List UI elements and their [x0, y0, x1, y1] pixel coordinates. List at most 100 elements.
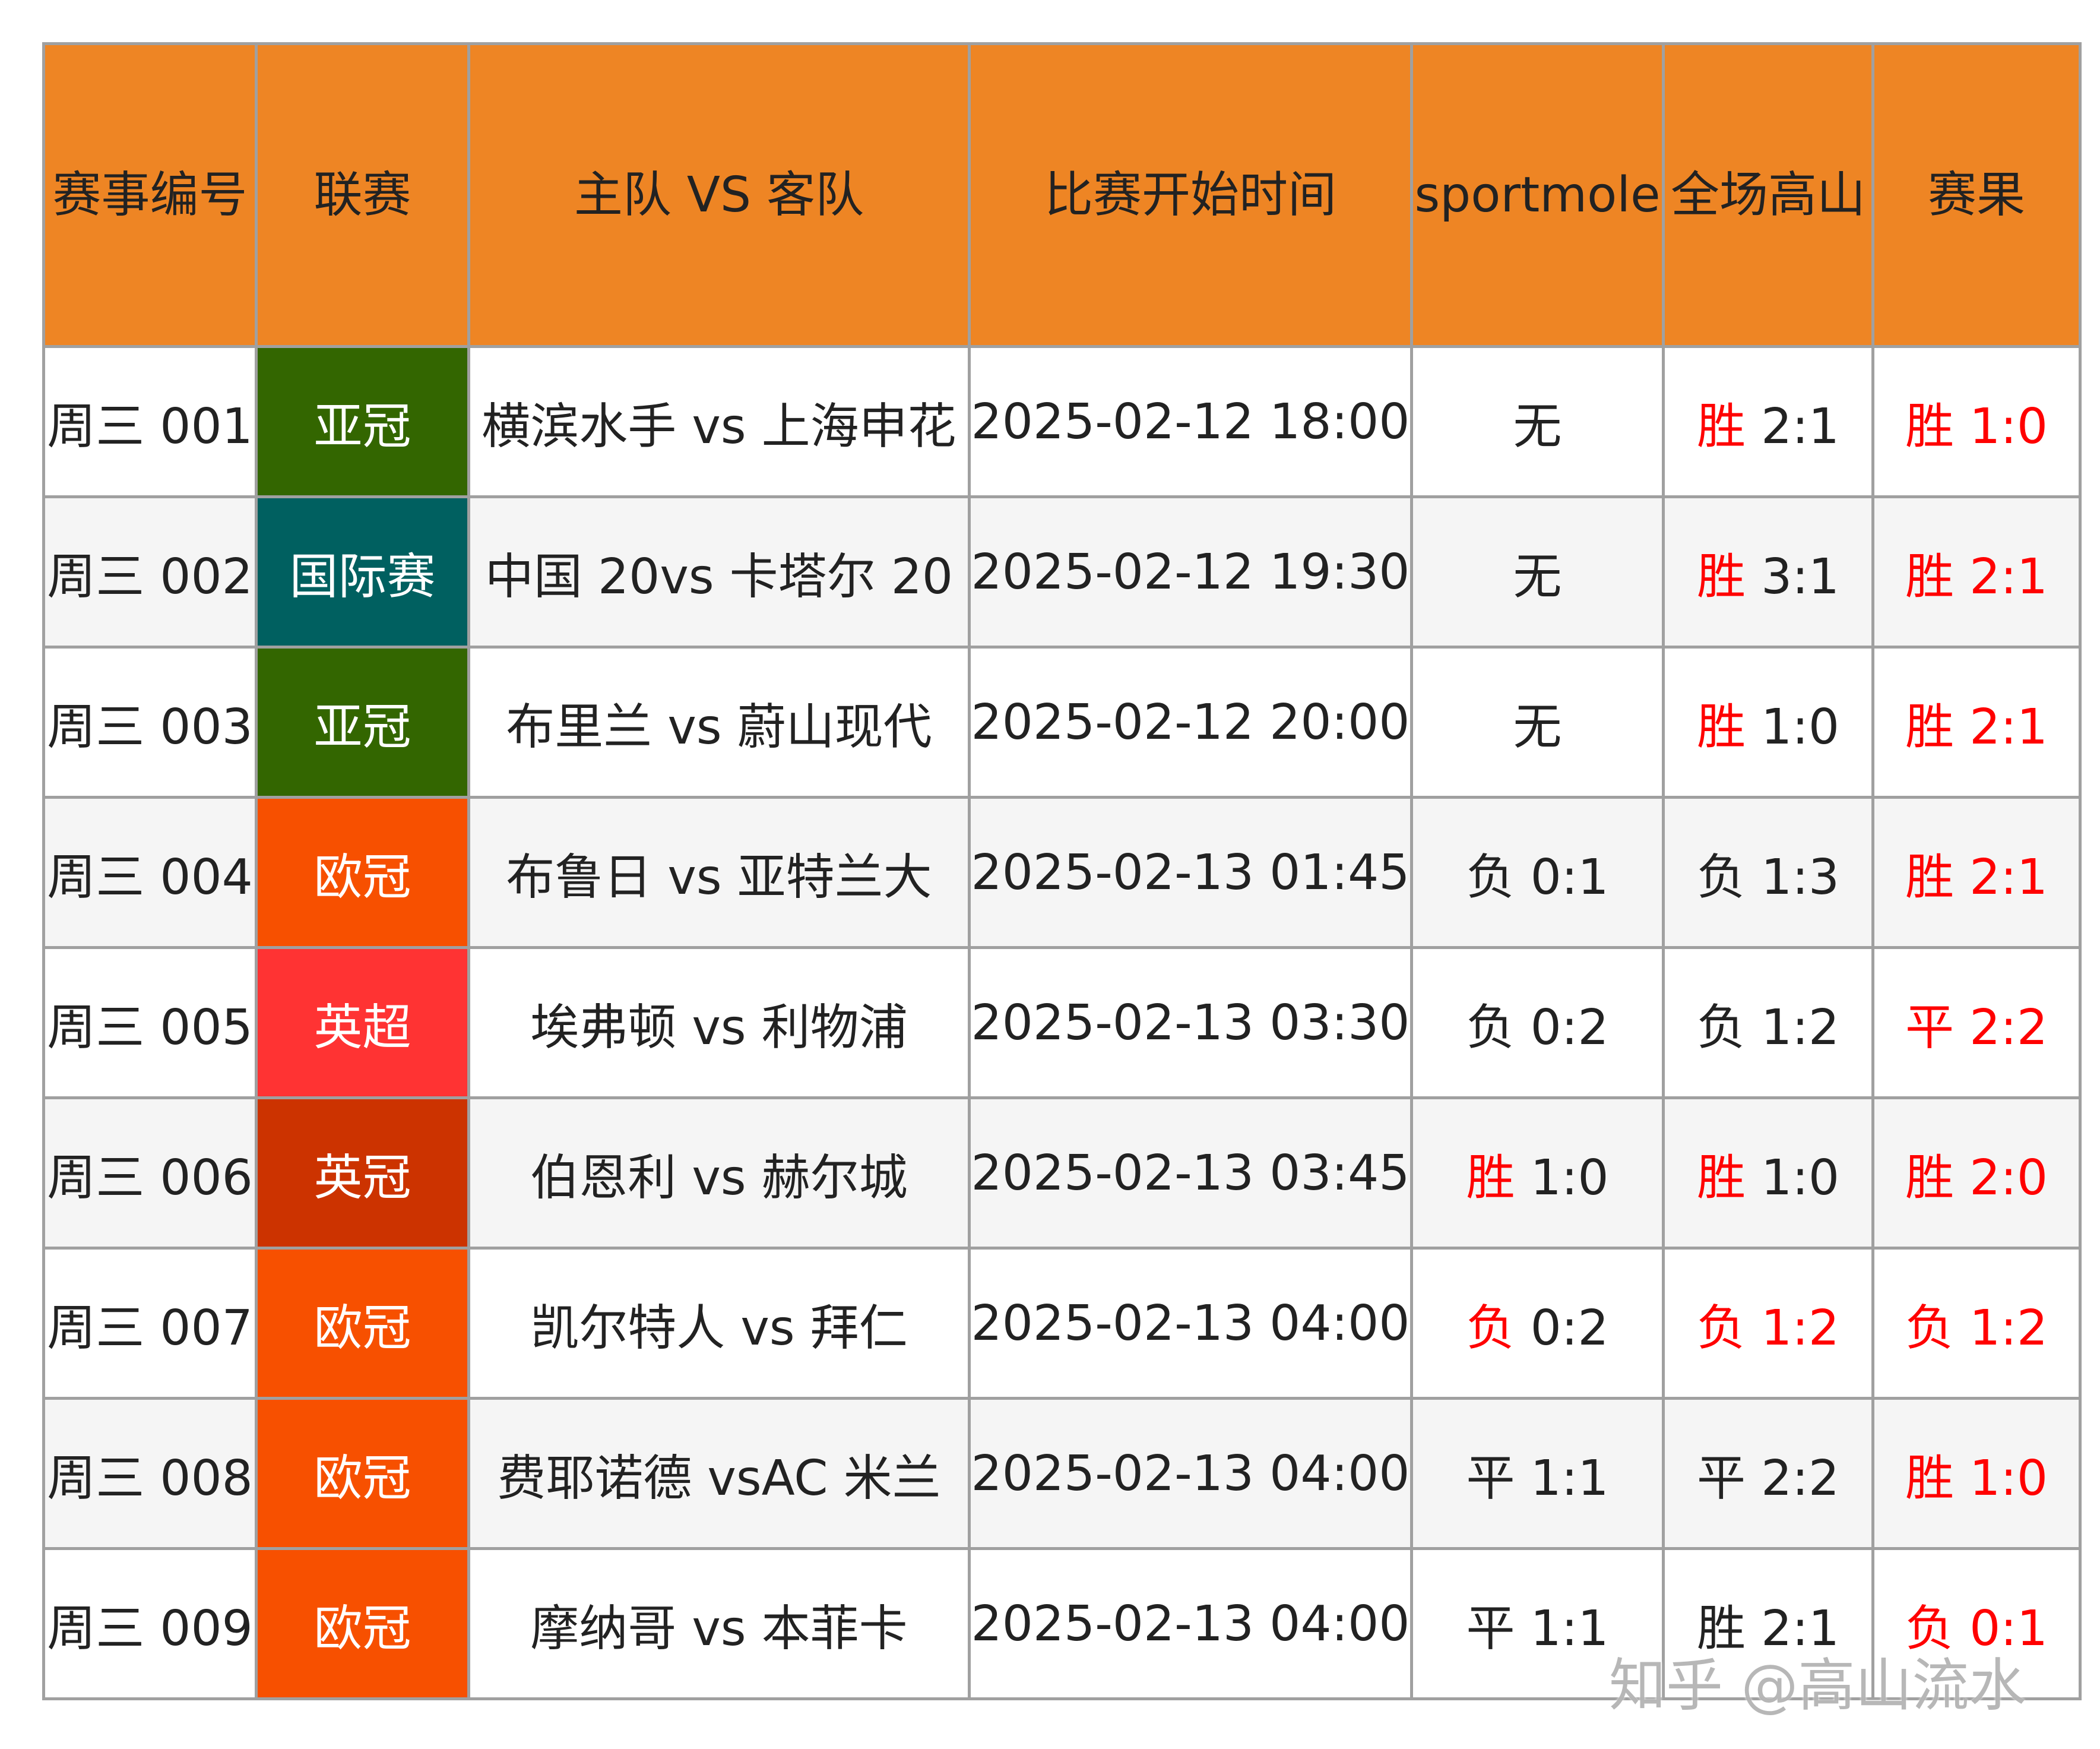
result-cell: 负 0:1: [1871, 1547, 2082, 1700]
header-teams: 主队 VS 客队: [467, 42, 971, 348]
sportmole-cell: 胜 1:0: [1410, 1096, 1665, 1250]
gaoshan-score: 3:1: [1761, 548, 1840, 605]
match-id-cell: 周三 005: [42, 946, 258, 1099]
start-time-cell: 2025-02-12 20:00: [968, 646, 1413, 799]
teams-cell: 费耶诺德 vsAC 米兰: [467, 1397, 971, 1550]
header-gaoshan: 全场高山: [1662, 42, 1874, 348]
sportmole-tag: 胜: [1466, 1149, 1515, 1206]
gaoshan-cell: 胜 1:0: [1662, 646, 1874, 799]
sportmole-tag: 负: [1466, 999, 1515, 1056]
start-time-cell: 2025-02-13 03:30: [968, 946, 1413, 1099]
match-id-cell: 周三 007: [42, 1247, 258, 1400]
result-score: 1:0: [1969, 1450, 2048, 1507]
sportmole-cell: 负 0:2: [1410, 1247, 1665, 1400]
result-score: 2:0: [1969, 1149, 2048, 1206]
table-row: 周三 003 亚冠 布里兰 vs 蔚山现代 2025-02-12 20:00 无 胜 1:…: [42, 646, 2082, 799]
header-match-id: 赛事编号: [42, 42, 258, 348]
league-cell: 欧冠: [255, 1547, 470, 1700]
league-cell: 国际赛: [255, 495, 470, 649]
league-cell: 欧冠: [255, 796, 470, 949]
sportmole-tag: 无: [1513, 698, 1562, 755]
sportmole-cell: 平 1:1: [1410, 1397, 1665, 1550]
gaoshan-score: 1:3: [1761, 849, 1840, 906]
teams-cell: 摩纳哥 vs 本菲卡: [467, 1547, 971, 1700]
result-cell: 胜 1:0: [1871, 1397, 2082, 1550]
result-tag: 胜: [1905, 548, 1954, 605]
gaoshan-cell: 平 2:2: [1662, 1397, 1874, 1550]
sportmole-tag: 无: [1513, 548, 1562, 605]
teams-cell: 布鲁日 vs 亚特兰大: [467, 796, 971, 949]
gaoshan-cell: 胜 1:0: [1662, 1096, 1874, 1250]
sportmole-tag: 平: [1466, 1450, 1515, 1507]
sportmole-score: 0:2: [1530, 1299, 1609, 1356]
header-league: 联赛: [255, 42, 470, 348]
gaoshan-score: 1:2: [1761, 1299, 1840, 1356]
result-score: 2:1: [1969, 548, 2048, 605]
gaoshan-cell: 负 1:2: [1662, 1247, 1874, 1400]
table-row: 周三 002 国际赛 中国 20vs 卡塔尔 20 2025-02-12 19:30 无…: [42, 495, 2082, 649]
start-time-cell: 2025-02-13 04:00: [968, 1547, 1413, 1700]
result-cell: 胜 2:1: [1871, 796, 2082, 949]
gaoshan-tag: 负: [1696, 999, 1746, 1056]
result-tag: 胜: [1905, 849, 1954, 906]
result-cell: 胜 2:1: [1871, 495, 2082, 649]
result-cell: 负 1:2: [1871, 1247, 2082, 1400]
result-score: 2:1: [1969, 849, 2048, 906]
gaoshan-tag: 负: [1696, 1299, 1746, 1356]
header-start-time: 比赛开始时间: [968, 42, 1413, 348]
gaoshan-cell: 胜 2:1: [1662, 1547, 1874, 1700]
teams-cell: 凯尔特人 vs 拜仁: [467, 1247, 971, 1400]
sportmole-score: 0:2: [1530, 999, 1609, 1056]
result-tag: 负: [1905, 1299, 1954, 1356]
gaoshan-score: 1:2: [1761, 999, 1840, 1056]
sportmole-cell: 平 1:1: [1410, 1547, 1665, 1700]
table-row: 周三 001 亚冠 横滨水手 vs 上海申花 2025-02-12 18:00 无 胜 2…: [42, 345, 2082, 498]
table-body: 周三 001 亚冠 横滨水手 vs 上海申花 2025-02-12 18:00 无胜 2…: [42, 345, 2082, 1700]
header-result: 赛果: [1871, 42, 2082, 348]
result-tag: 胜: [1905, 398, 1954, 455]
teams-cell: 横滨水手 vs 上海申花: [467, 345, 971, 498]
result-score: 0:1: [1969, 1600, 2048, 1657]
sportmole-score: 1:0: [1530, 1149, 1609, 1206]
gaoshan-tag: 胜: [1696, 1149, 1746, 1206]
start-time-cell: 2025-02-13 03:45: [968, 1096, 1413, 1250]
start-time-cell: 2025-02-13 04:00: [968, 1247, 1413, 1400]
gaoshan-tag: 负: [1696, 849, 1746, 906]
league-cell: 亚冠: [255, 345, 470, 498]
result-score: 1:0: [1969, 398, 2048, 455]
start-time-cell: 2025-02-13 01:45: [968, 796, 1413, 949]
sportmole-tag: 无: [1513, 398, 1562, 455]
gaoshan-score: 2:2: [1761, 1450, 1840, 1507]
match-id-cell: 周三 009: [42, 1547, 258, 1700]
sportmole-score: 0:1: [1530, 849, 1609, 906]
teams-cell: 布里兰 vs 蔚山现代: [467, 646, 971, 799]
result-score: 1:2: [1969, 1299, 2048, 1356]
gaoshan-tag: 胜: [1696, 698, 1746, 755]
result-cell: 胜 2:1: [1871, 646, 2082, 799]
league-cell: 欧冠: [255, 1247, 470, 1400]
table-row: 周三 006 英冠 伯恩利 vs 赫尔城 2025-02-13 03:45 胜 1:0 胜…: [42, 1096, 2082, 1250]
sportmole-tag: 负: [1466, 849, 1515, 906]
gaoshan-cell: 负 1:2: [1662, 946, 1874, 1099]
sportmole-cell: 无: [1410, 646, 1665, 799]
table-row: 周三 005 英超 埃弗顿 vs 利物浦 2025-02-13 03:30 负 0:2 负…: [42, 946, 2082, 1099]
teams-cell: 中国 20vs 卡塔尔 20: [467, 495, 971, 649]
gaoshan-cell: 胜 2:1: [1662, 345, 1874, 498]
gaoshan-cell: 负 1:3: [1662, 796, 1874, 949]
league-cell: 欧冠: [255, 1397, 470, 1550]
gaoshan-score: 2:1: [1761, 1600, 1840, 1657]
result-tag: 负: [1905, 1600, 1954, 1657]
match-id-cell: 周三 004: [42, 796, 258, 949]
result-score: 2:2: [1969, 999, 2048, 1056]
sportmole-tag: 负: [1466, 1299, 1515, 1356]
teams-cell: 埃弗顿 vs 利物浦: [467, 946, 971, 1099]
sportmole-score: 1:1: [1530, 1450, 1609, 1507]
result-tag: 胜: [1905, 698, 1954, 755]
gaoshan-tag: 平: [1696, 1450, 1746, 1507]
match-id-cell: 周三 001: [42, 345, 258, 498]
gaoshan-tag: 胜: [1696, 548, 1746, 605]
table-row: 周三 007 欧冠 凯尔特人 vs 拜仁 2025-02-13 04:00 负 0:2 负…: [42, 1247, 2082, 1400]
league-cell: 英冠: [255, 1096, 470, 1250]
league-cell: 亚冠: [255, 646, 470, 799]
start-time-cell: 2025-02-12 19:30: [968, 495, 1413, 649]
